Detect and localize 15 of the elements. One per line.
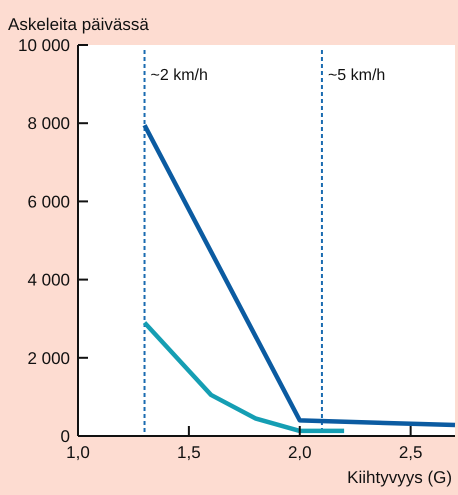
y-tick-label: 10 000 (18, 36, 70, 55)
y-tick-label: 8 000 (27, 114, 70, 134)
x-tick-label: 1,5 (177, 443, 201, 462)
y-tick-label: 2 000 (27, 348, 70, 368)
x-tick-label: 1,0 (66, 443, 90, 462)
y-tick-label: 6 000 (27, 192, 70, 212)
x-tick-label: 2,5 (398, 443, 422, 462)
y-axis-title: Askeleita päivässä (8, 15, 150, 34)
ref-line-label: ~5 km/h (328, 67, 386, 84)
x-tick-label: 2,0 (288, 443, 312, 462)
y-tick-label: 0 (60, 426, 70, 446)
ref-line-label: ~2 km/h (150, 67, 208, 84)
y-tick-label: 4 000 (27, 270, 70, 290)
x-axis-title: Kiihtyvyys (G) (347, 468, 452, 487)
line-series (142, 320, 346, 434)
